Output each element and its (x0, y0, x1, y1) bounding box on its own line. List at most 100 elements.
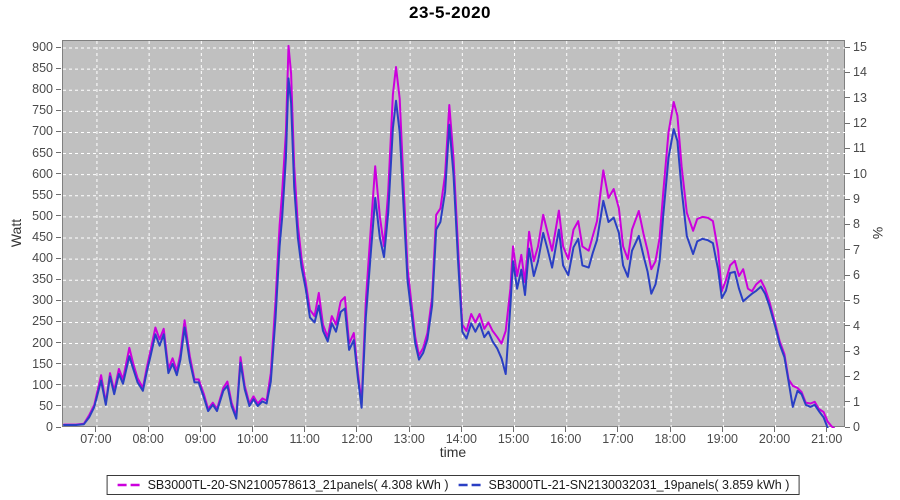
left-axis-tick-label: 550 (32, 187, 53, 202)
series-line-1 (63, 44, 835, 428)
x-axis-tick-label: 11:00 (289, 432, 320, 446)
x-axis-title: time (439, 444, 467, 460)
left-axis-tick-mark (56, 236, 61, 238)
left-axis-tick-label: 250 (32, 314, 53, 329)
right-axis-tick-label: 11 (853, 141, 866, 156)
right-axis-tick-label: 4 (853, 318, 860, 333)
right-axis-tick-label: 0 (853, 420, 860, 434)
x-axis-tick-mark (565, 427, 567, 432)
left-axis-tick-mark (56, 384, 61, 386)
left-axis-tick-label: 450 (32, 230, 53, 244)
left-axis-tick-label: 900 (32, 40, 53, 54)
series1-line-swatch-icon (117, 483, 142, 487)
left-axis-tick-label: 800 (32, 82, 53, 97)
left-axis-tick-mark (56, 173, 61, 175)
legend-entry-series1: SB3000TL-20-SN2100578613_21panels( 4.308… (117, 478, 449, 492)
left-axis-tick-label: 850 (32, 61, 53, 76)
series-line-2 (63, 77, 829, 428)
right-axis-tick-mark (845, 274, 850, 276)
left-axis-tick-mark (56, 67, 61, 69)
left-axis-tick-label: 500 (32, 208, 53, 223)
left-axis-tick-label: 100 (32, 377, 53, 392)
left-axis-tick-mark (56, 194, 61, 196)
x-axis-tick-label: 21:00 (811, 432, 843, 446)
left-axis-tick-mark (56, 46, 61, 48)
x-axis-tick-mark (826, 427, 828, 432)
right-axis-tick-label: 6 (853, 268, 860, 282)
right-axis-tick-label: 5 (853, 293, 860, 308)
legend: SB3000TL-20-SN2100578613_21panels( 4.308… (106, 475, 800, 495)
x-axis-tick-mark (356, 427, 358, 432)
left-axis-tick-mark (56, 130, 61, 132)
x-axis-tick-mark (460, 427, 462, 432)
left-axis-tick-mark (56, 109, 61, 111)
right-axis-tick-mark (845, 375, 850, 377)
right-axis-title: % (870, 226, 886, 240)
left-axis-tick-label: 0 (46, 420, 53, 434)
right-axis-tick-mark (845, 173, 850, 175)
left-axis-tick-label: 700 (32, 124, 53, 139)
right-axis-tick-mark (845, 122, 850, 124)
left-axis-tick-mark (56, 426, 61, 428)
right-axis-tick-mark (845, 350, 850, 352)
left-axis-tick-mark (56, 257, 61, 259)
plot-canvas (63, 41, 846, 428)
right-axis-tick-mark (845, 223, 850, 225)
right-axis-tick-label: 7 (853, 242, 860, 257)
left-axis-tick-mark (56, 342, 61, 344)
x-axis-tick-label: 13:00 (393, 432, 425, 446)
x-axis-tick-mark (304, 427, 306, 432)
left-axis-tick-mark (56, 278, 61, 280)
plot-area (62, 40, 846, 428)
right-axis-tick-label: 14 (853, 65, 867, 80)
x-axis-tick-label: 12:00 (341, 432, 373, 446)
left-axis-tick-label: 200 (32, 335, 53, 350)
right-axis-tick-label: 8 (853, 217, 860, 232)
right-axis-tick-mark (845, 325, 850, 327)
left-axis-tick-mark (56, 320, 61, 322)
right-axis-tick-mark (845, 401, 850, 403)
x-axis-tick-mark (669, 427, 671, 432)
right-axis-tick-mark (845, 46, 850, 48)
left-axis-tick-mark (56, 215, 61, 217)
x-axis-tick-label: 09:00 (184, 432, 216, 446)
x-axis-tick-label: 15:00 (497, 432, 530, 446)
right-axis-tick-label: 12 (853, 116, 867, 130)
left-axis-tick-label: 50 (39, 398, 53, 413)
left-axis-tick-label: 400 (32, 251, 53, 266)
right-axis-tick-mark (845, 299, 850, 301)
right-axis-tick-mark (845, 249, 850, 251)
left-axis-tick-label: 650 (32, 145, 53, 160)
x-axis-tick-label: 07:00 (80, 432, 112, 446)
left-axis-tick-mark (56, 363, 61, 365)
x-axis-tick-mark (617, 427, 619, 432)
right-axis-tick-label: 10 (853, 166, 867, 181)
x-axis-tick-label: 17:00 (602, 432, 634, 446)
right-axis-tick-mark (845, 97, 850, 99)
x-axis-tick-label: 19:00 (706, 432, 738, 446)
x-axis-tick-label: 18:00 (654, 432, 686, 446)
right-axis-tick-label: 1 (853, 394, 860, 409)
chart-title: 23-5-2020 (408, 3, 491, 22)
right-axis-tick-mark (845, 198, 850, 200)
x-axis-tick-label: 16:00 (550, 432, 582, 446)
legend-label-series1: SB3000TL-20-SN2100578613_21panels( 4.308… (147, 478, 449, 492)
left-axis-tick-mark (56, 405, 61, 407)
x-axis-tick-mark (199, 427, 201, 432)
left-axis-tick-label: 350 (32, 272, 53, 287)
x-axis-tick-label: 14:00 (445, 432, 477, 446)
left-axis-tick-mark (56, 152, 61, 154)
x-axis-tick-mark (147, 427, 149, 432)
left-axis-tick-label: 750 (32, 103, 53, 118)
left-axis-tick-label: 300 (32, 293, 53, 308)
legend-label-series2: SB3000TL-21-SN2130032031_19panels( 3.859… (488, 478, 790, 492)
right-axis-tick-label: 3 (853, 344, 860, 358)
x-axis-tick-mark (95, 427, 97, 432)
legend-entry-series2: SB3000TL-21-SN2130032031_19panels( 3.859… (458, 478, 790, 492)
x-axis-tick-mark (774, 427, 776, 432)
right-axis-tick-mark (845, 147, 850, 149)
x-axis-tick-mark (252, 427, 254, 432)
x-axis-tick-mark (721, 427, 723, 432)
x-axis-tick-mark (408, 427, 410, 432)
